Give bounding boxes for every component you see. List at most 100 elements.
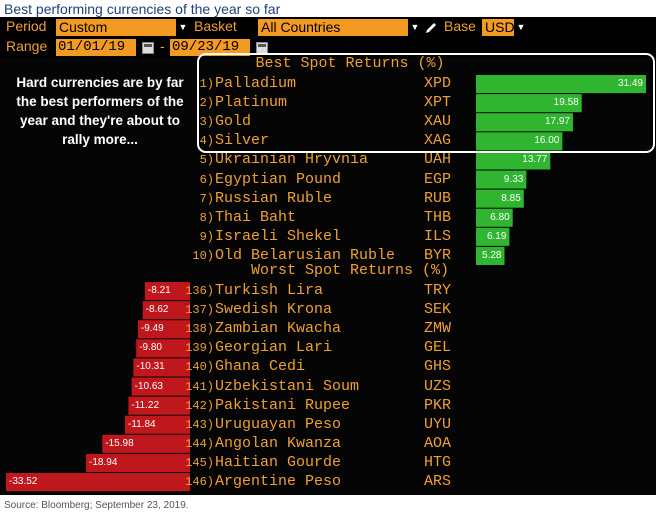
worst-row-currency-code: UYU [424, 415, 452, 433]
worst-returns-title: Worst Spot Returns (%) [250, 262, 450, 279]
basket-dropdown[interactable]: All Countries [258, 19, 408, 36]
worst-bar-label: -8.62 [145, 304, 169, 316]
best-bar-byr [476, 246, 505, 265]
worst-row-currency-code: HTG [424, 453, 452, 471]
worst-row-rank: 142) [185, 398, 214, 413]
best-row-currency-code: RUB [424, 189, 452, 207]
worst-bar-label: -10.63 [134, 380, 163, 392]
best-row-currency-code: EGP [424, 170, 452, 188]
worst-bar-uyu [125, 415, 190, 434]
best-bar-label: 16.00 [534, 135, 560, 147]
best-bar-label: 17.97 [544, 116, 570, 128]
worst-bar-label: -33.52 [9, 476, 38, 487]
range-label: Range [6, 38, 48, 54]
worst-bar-gel [136, 339, 190, 358]
base-label: Base [444, 18, 476, 34]
worst-bar-label: -9.80 [139, 342, 162, 354]
worst-bar-label: -10.31 [136, 361, 165, 373]
worst-bar-label: -15.98 [105, 437, 134, 449]
source-note: Source: Bloomberg; September 23, 2019. [4, 500, 189, 511]
worst-row-currency-name: Georgian Lari [215, 339, 333, 357]
best-bar-thb [476, 208, 513, 227]
best-row-rank: 10) [192, 248, 214, 263]
worst-bar-ars [6, 473, 190, 492]
best-row-currency-code: XPD [424, 75, 452, 92]
worst-row-currency-name: Haitian Gourde [215, 453, 342, 471]
worst-row-currency-name: Pakistani Rupee [215, 396, 351, 414]
period-label: Period [6, 18, 47, 34]
worst-row-currency-name: Uruguayan Peso [215, 415, 342, 433]
best-row-currency-name: Silver [215, 132, 270, 150]
best-bar-uah [476, 151, 551, 170]
worst-bar-uzs [131, 377, 190, 396]
worst-row-rank: 137) [185, 303, 214, 318]
worst-row-rank: 145) [185, 455, 214, 470]
best-row-currency-name: Israeli Shekel [215, 227, 342, 245]
basket-label: Basket [194, 18, 237, 34]
start-date-input[interactable]: 01/01/19 [56, 39, 136, 56]
worst-row-currency-code: AOA [424, 434, 452, 452]
worst-bar-ghs [133, 358, 190, 377]
best-bar-ils [476, 227, 510, 246]
best-row-rank: 6) [199, 172, 214, 187]
worst-row-currency-name: Turkish Lira [215, 282, 324, 299]
best-bar-xau [476, 113, 574, 132]
start-calendar-icon[interactable] [142, 42, 154, 54]
best-row-currency-code: ILS [424, 227, 452, 245]
base-dropdown[interactable]: USD [482, 19, 515, 36]
worst-row-currency-code: PKR [424, 396, 452, 414]
worst-row-currency-name: Argentine Peso [215, 473, 342, 490]
best-row-rank: 2) [199, 96, 214, 111]
worst-row-currency-name: Zambian Kwacha [215, 320, 342, 338]
best-row-currency-name: Platinum [215, 94, 288, 112]
worst-row-rank: 139) [185, 341, 214, 356]
best-row-currency-code: XPT [424, 94, 452, 112]
best-bar-label: 19.58 [553, 97, 579, 109]
best-bar-xpt [476, 94, 582, 113]
best-bar-label: 13.77 [522, 154, 548, 166]
worst-bar-label: -18.94 [89, 456, 118, 468]
hard-currency-highlight-box [197, 53, 655, 153]
best-bar-label: 8.85 [501, 192, 521, 204]
worst-bar-htg [86, 453, 190, 472]
worst-row-currency-name: Uzbekistani Soum [215, 377, 360, 395]
best-bar-label: 31.49 [617, 78, 643, 89]
best-row-currency-code: BYR [424, 246, 452, 264]
bloomberg-panel: Period Custom ▼ Basket All Countries ▼ B… [0, 17, 656, 495]
base-chevron-down-icon[interactable]: ▼ [516, 22, 526, 32]
best-row-rank: 7) [199, 191, 214, 206]
worst-bar-label: -11.84 [128, 418, 156, 430]
best-row-currency-name: Palladium [215, 75, 297, 92]
best-row-rank: 1) [199, 77, 214, 91]
period-dropdown[interactable]: Custom [56, 19, 176, 36]
worst-bar-zmw [137, 320, 190, 339]
worst-row-rank: 138) [185, 322, 214, 337]
bars-layer [6, 75, 646, 492]
worst-bar-label: -9.49 [140, 323, 164, 335]
worst-row-currency-name: Swedish Krona [215, 301, 333, 319]
worst-row-currency-code: GHS [424, 358, 452, 376]
toolbar: Period Custom ▼ Basket All Countries ▼ B… [0, 17, 656, 57]
best-returns-title: Best Spot Returns (%) [255, 55, 445, 72]
worst-row-currency-code: UZS [424, 377, 452, 395]
pencil-icon[interactable] [424, 21, 438, 35]
basket-chevron-down-icon[interactable]: ▼ [410, 22, 420, 32]
date-separator: - [160, 38, 165, 54]
worst-bar-sek [142, 301, 190, 320]
best-bar-label: 5.28 [482, 249, 502, 261]
best-bar-xpd [476, 75, 646, 94]
worst-row-currency-code: SEK [424, 301, 452, 319]
worst-row-currency-code: GEL [424, 339, 452, 357]
end-date-input[interactable]: 09/23/19 [170, 39, 250, 56]
worst-bar-pkr [128, 396, 190, 415]
best-row-currency-name: Ukrainian Hryvnia [215, 151, 369, 169]
best-bar-rub [476, 189, 524, 208]
best-row-currency-code: XAU [424, 113, 452, 131]
best-row-currency-code: XAG [424, 132, 452, 150]
best-row-rank: 3) [199, 115, 214, 130]
worst-bar-aoa [102, 434, 190, 453]
best-bar-xag [476, 132, 563, 151]
best-bar-label: 6.19 [486, 230, 507, 242]
period-chevron-down-icon[interactable]: ▼ [178, 22, 188, 32]
best-row-currency-name: Egyptian Pound [215, 170, 342, 188]
